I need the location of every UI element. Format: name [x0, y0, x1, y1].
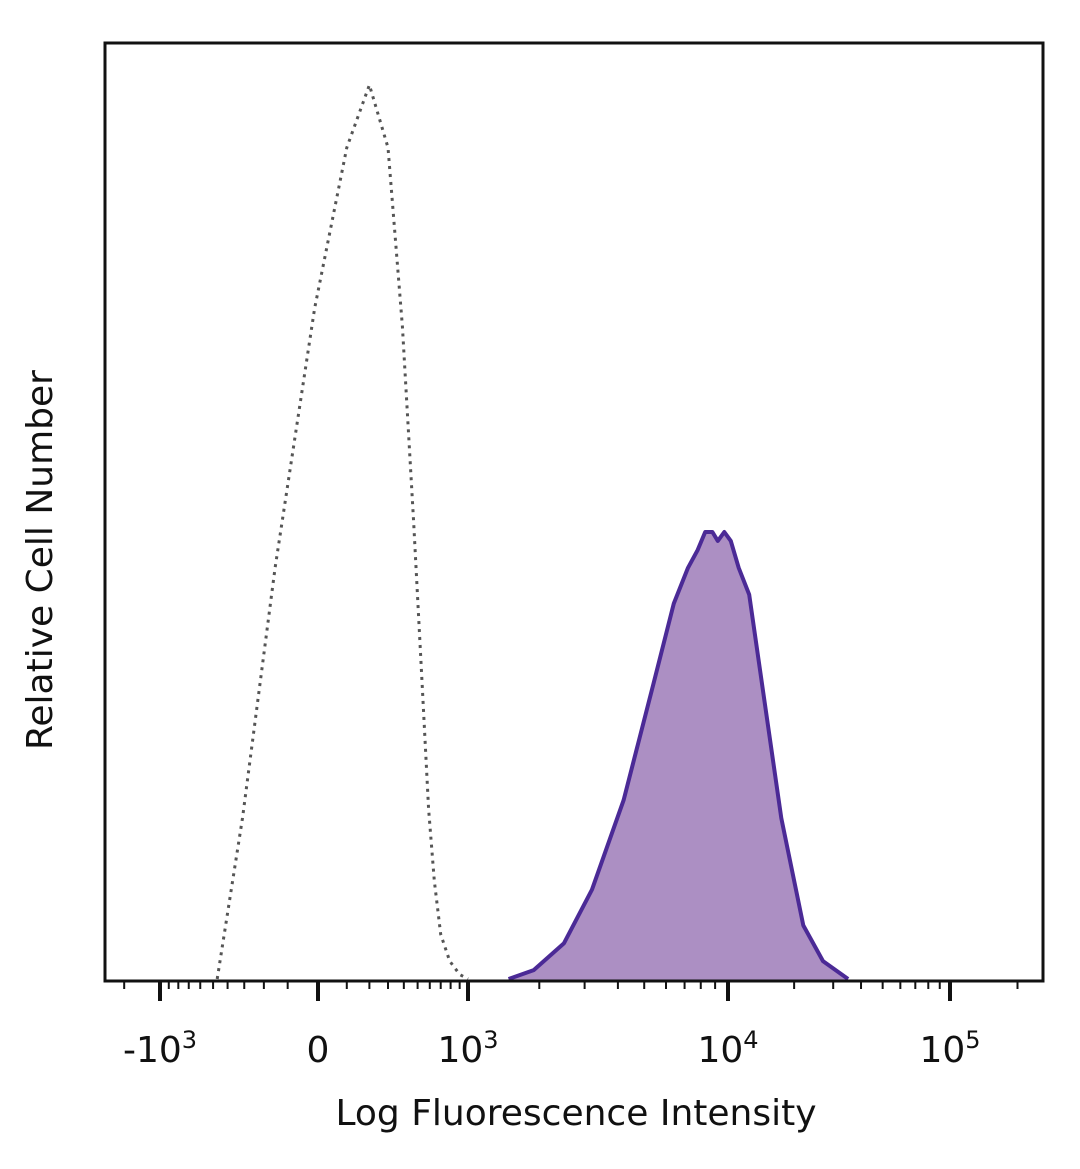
- histogram-fill-2: [508, 532, 849, 981]
- x-tick-label: 103: [437, 1026, 498, 1071]
- plot-frame: [103, 41, 1045, 983]
- y-axis-title: Relative Cell Number: [20, 370, 61, 750]
- series-layer: [215, 83, 850, 981]
- x-tick-label: 0: [307, 1030, 330, 1071]
- histogram-line-2: [507, 530, 850, 981]
- histogram-line-1: [215, 83, 469, 981]
- x-tick-label: -103: [123, 1026, 197, 1071]
- x-axis: -103 0 103 104 105: [123, 981, 1019, 1071]
- x-axis-title: Log Fluorescence Intensity: [335, 1093, 816, 1134]
- x-tick-label: 105: [919, 1026, 980, 1071]
- x-tick-label: 104: [697, 1026, 758, 1071]
